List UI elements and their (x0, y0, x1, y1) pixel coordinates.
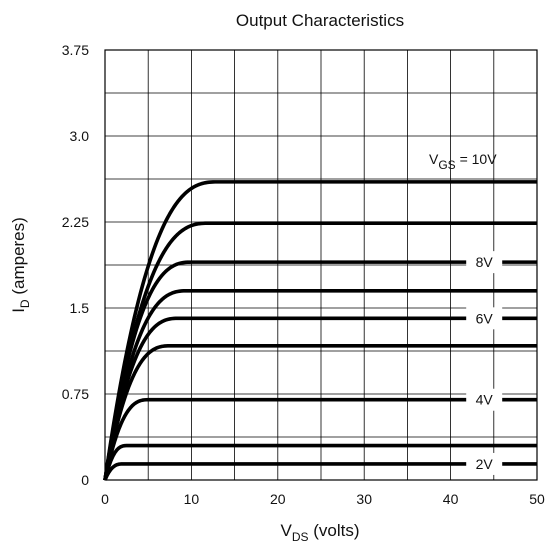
y-tick-label: 0.75 (62, 386, 89, 402)
id-vds-curve (103, 462, 537, 481)
id-vds-curve (103, 260, 537, 481)
id-vds-curve (103, 443, 537, 481)
id-vds-curve (103, 397, 537, 481)
x-tick-label: 0 (101, 491, 109, 507)
id-vds-curve (103, 221, 537, 481)
x-tick-label: 50 (529, 491, 545, 507)
curve-label: 4V (476, 392, 494, 408)
x-tick-label: 40 (443, 491, 459, 507)
x-tick-label: 30 (356, 491, 372, 507)
annotations: VGS = 10V 8V 6V 4V 2V (429, 151, 503, 475)
curve-label: 2V (476, 456, 494, 472)
id-vds-curve (103, 180, 537, 481)
y-tick-label: 0 (81, 472, 89, 488)
x-tick-labels: 0 10 20 30 40 50 (101, 491, 545, 507)
y-tick-label: 1.5 (70, 300, 90, 316)
id-vds-curve (103, 289, 537, 481)
curve-label-background (466, 307, 503, 330)
x-axis-label: VDS (volts) (280, 521, 359, 544)
curve-label-background (466, 452, 503, 475)
curve-label-background (466, 251, 503, 274)
grid (105, 50, 537, 480)
plot-frame (104, 49, 538, 481)
curve-label-background (466, 388, 503, 411)
curve-label: 8V (476, 254, 494, 270)
y-axis-label: ID (amperes) (9, 217, 32, 313)
id-vds-curve (103, 316, 537, 481)
curve-label: 6V (476, 310, 494, 326)
curves (103, 180, 537, 481)
y-tick-label: 3.75 (62, 42, 89, 58)
id-vds-curve (103, 344, 537, 481)
chart-title: Output Characteristics (236, 11, 404, 30)
y-tick-labels: 0 0.75 1.5 2.25 3.0 3.75 (62, 42, 89, 488)
x-tick-label: 10 (184, 491, 200, 507)
y-tick-label: 2.25 (62, 214, 89, 230)
vgs-annotation: VGS = 10V (429, 151, 497, 172)
x-tick-label: 20 (270, 491, 286, 507)
y-tick-label: 3.0 (70, 128, 90, 144)
